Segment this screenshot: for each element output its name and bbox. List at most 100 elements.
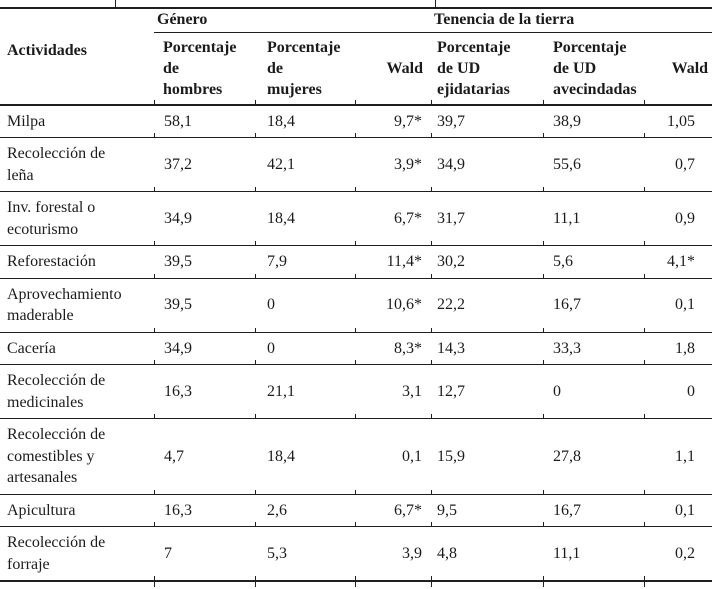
activity-cell: Recolección de forraje: [0, 526, 154, 582]
value-cell: 4,1*: [644, 245, 712, 279]
activity-cell: Cacería: [0, 332, 154, 365]
value-cell: 11,4*: [355, 245, 432, 279]
value-cell: 0,1: [644, 494, 712, 527]
value-cell: 8,3*: [355, 332, 432, 365]
table-body: Milpa 58,1 18,4 9,7* 39,7 38,9 1,05 Recolección…: [0, 104, 712, 582]
value-cell: 0: [644, 364, 712, 419]
value-cell: 33,3: [543, 332, 645, 365]
column-header-actividades: Actividades: [0, 8, 154, 106]
value-cell: 16,7: [543, 494, 645, 527]
value-cell: 39,5: [154, 245, 255, 279]
bottom-rule-tick: [255, 581, 256, 587]
value-cell: 39,7: [431, 104, 544, 138]
table-row: Milpa 58,1 18,4 9,7* 39,7 38,9 1,05: [0, 104, 712, 138]
table-header: Actividades Género Tenencia de la tierra…: [0, 8, 712, 106]
table-row: Recolección de forraje 7 5,3 3,9 4,8 11,1 0,2: [0, 526, 712, 582]
column-header-porcentaje-ud-ejidatarias: Porcentaje de UD ejidatarias: [431, 32, 544, 106]
value-cell: 14,3: [431, 332, 544, 365]
value-cell: 27,8: [543, 418, 645, 495]
group-header-row: Actividades Género Tenencia de la tierra: [0, 8, 712, 106]
top-rule-tick: [115, 0, 116, 9]
value-cell: 9,7*: [355, 104, 432, 138]
column-header-porcentaje-hombres: Porcentaje de hombres: [154, 32, 255, 106]
value-cell: 38,9: [543, 104, 645, 138]
column-header-porcentaje-ud-avecindadas: Porcentaje de UD avecindadas: [543, 32, 645, 106]
sub-header-row: Porcentaje de hombres Porcentaje de muje…: [0, 32, 712, 106]
value-cell: 37,2: [154, 137, 255, 192]
value-cell: 1,05: [644, 104, 712, 138]
value-cell: 18,4: [255, 418, 355, 495]
bottom-rule-tick: [154, 581, 155, 587]
table-row: Recolección de comestibles y artesanales…: [0, 418, 712, 495]
value-cell: 55,6: [543, 137, 645, 192]
activity-cell: Milpa: [0, 104, 154, 138]
value-cell: 15,9: [431, 418, 544, 495]
column-header-porcentaje-mujeres: Porcentaje de mujeres: [255, 32, 355, 106]
value-cell: 3,9: [355, 526, 432, 582]
value-cell: 11,1: [543, 191, 645, 246]
value-cell: 0,9: [644, 191, 712, 246]
value-cell: 0,1: [644, 278, 712, 333]
value-cell: 16,3: [154, 494, 255, 527]
value-cell: 10,6*: [355, 278, 432, 333]
value-cell: 58,1: [154, 104, 255, 138]
table-row: Reforestación 39,5 7,9 11,4* 30,2 5,6 4,1*: [0, 245, 712, 279]
value-cell: 1,1: [644, 418, 712, 495]
value-cell: 9,5: [431, 494, 544, 527]
activity-cell: Recolección de comestibles y artesanales: [0, 418, 154, 495]
activity-cell: Inv. forestal o ecoturismo: [0, 191, 154, 246]
value-cell: 34,9: [154, 332, 255, 365]
value-cell: 42,1: [255, 137, 355, 192]
activity-cell: Recolección de medicinales: [0, 364, 154, 419]
value-cell: 5,6: [543, 245, 645, 279]
value-cell: 0: [543, 364, 645, 419]
value-cell: 31,7: [431, 191, 544, 246]
table-row: Aprovechamiento maderable 39,5 0 10,6* 22,2 1…: [0, 278, 712, 333]
value-cell: 34,9: [154, 191, 255, 246]
activities-statistics-table: Actividades Género Tenencia de la tierra…: [0, 7, 712, 582]
value-cell: 6,7*: [355, 494, 432, 527]
bottom-rule-tick: [543, 581, 544, 587]
activity-cell: Recolección de leña: [0, 137, 154, 192]
value-cell: 22,2: [431, 278, 544, 333]
value-cell: 7,9: [255, 245, 355, 279]
value-cell: 0,1: [355, 418, 432, 495]
bottom-rule-tick: [431, 581, 432, 587]
activity-cell: Aprovechamiento maderable: [0, 278, 154, 333]
value-cell: 0,2: [644, 526, 712, 582]
bottom-rule-ticks: [0, 581, 712, 589]
value-cell: 3,1: [355, 364, 432, 419]
value-cell: 0: [255, 332, 355, 365]
value-cell: 4,7: [154, 418, 255, 495]
group-header-tenencia-de-la-tierra: Tenencia de la tierra: [431, 8, 712, 33]
activity-cell: Reforestación: [0, 245, 154, 279]
value-cell: 1,8: [644, 332, 712, 365]
value-cell: 2,6: [255, 494, 355, 527]
value-cell: 34,9: [431, 137, 544, 192]
value-cell: 6,7*: [355, 191, 432, 246]
value-cell: 3,9*: [355, 137, 432, 192]
table-row: Cacería 34,9 0 8,3* 14,3 33,3 1,8: [0, 332, 712, 365]
table-row: Inv. forestal o ecoturismo 34,9 18,4 6,7* 31…: [0, 191, 712, 246]
table-row: Recolección de leña 37,2 42,1 3,9* 34,9 55,6 0…: [0, 137, 712, 192]
value-cell: 5,3: [255, 526, 355, 582]
value-cell: 18,4: [255, 191, 355, 246]
value-cell: 0: [255, 278, 355, 333]
bottom-rule-tick: [355, 581, 356, 587]
value-cell: 21,1: [255, 364, 355, 419]
value-cell: 16,3: [154, 364, 255, 419]
value-cell: 16,7: [543, 278, 645, 333]
value-cell: 12,7: [431, 364, 544, 419]
top-rule-tick: [435, 0, 436, 9]
value-cell: 30,2: [431, 245, 544, 279]
table-row: Apicultura 16,3 2,6 6,7* 9,5 16,7 0,1: [0, 494, 712, 527]
column-header-wald-genero: Wald: [355, 32, 432, 106]
value-cell: 39,5: [154, 278, 255, 333]
value-cell: 7: [154, 526, 255, 582]
value-cell: 18,4: [255, 104, 355, 138]
bottom-rule-tick: [644, 581, 645, 587]
column-header-wald-tenencia: Wald: [644, 32, 712, 106]
value-cell: 4,8: [431, 526, 544, 582]
value-cell: 11,1: [543, 526, 645, 582]
activity-cell: Apicultura: [0, 494, 154, 527]
